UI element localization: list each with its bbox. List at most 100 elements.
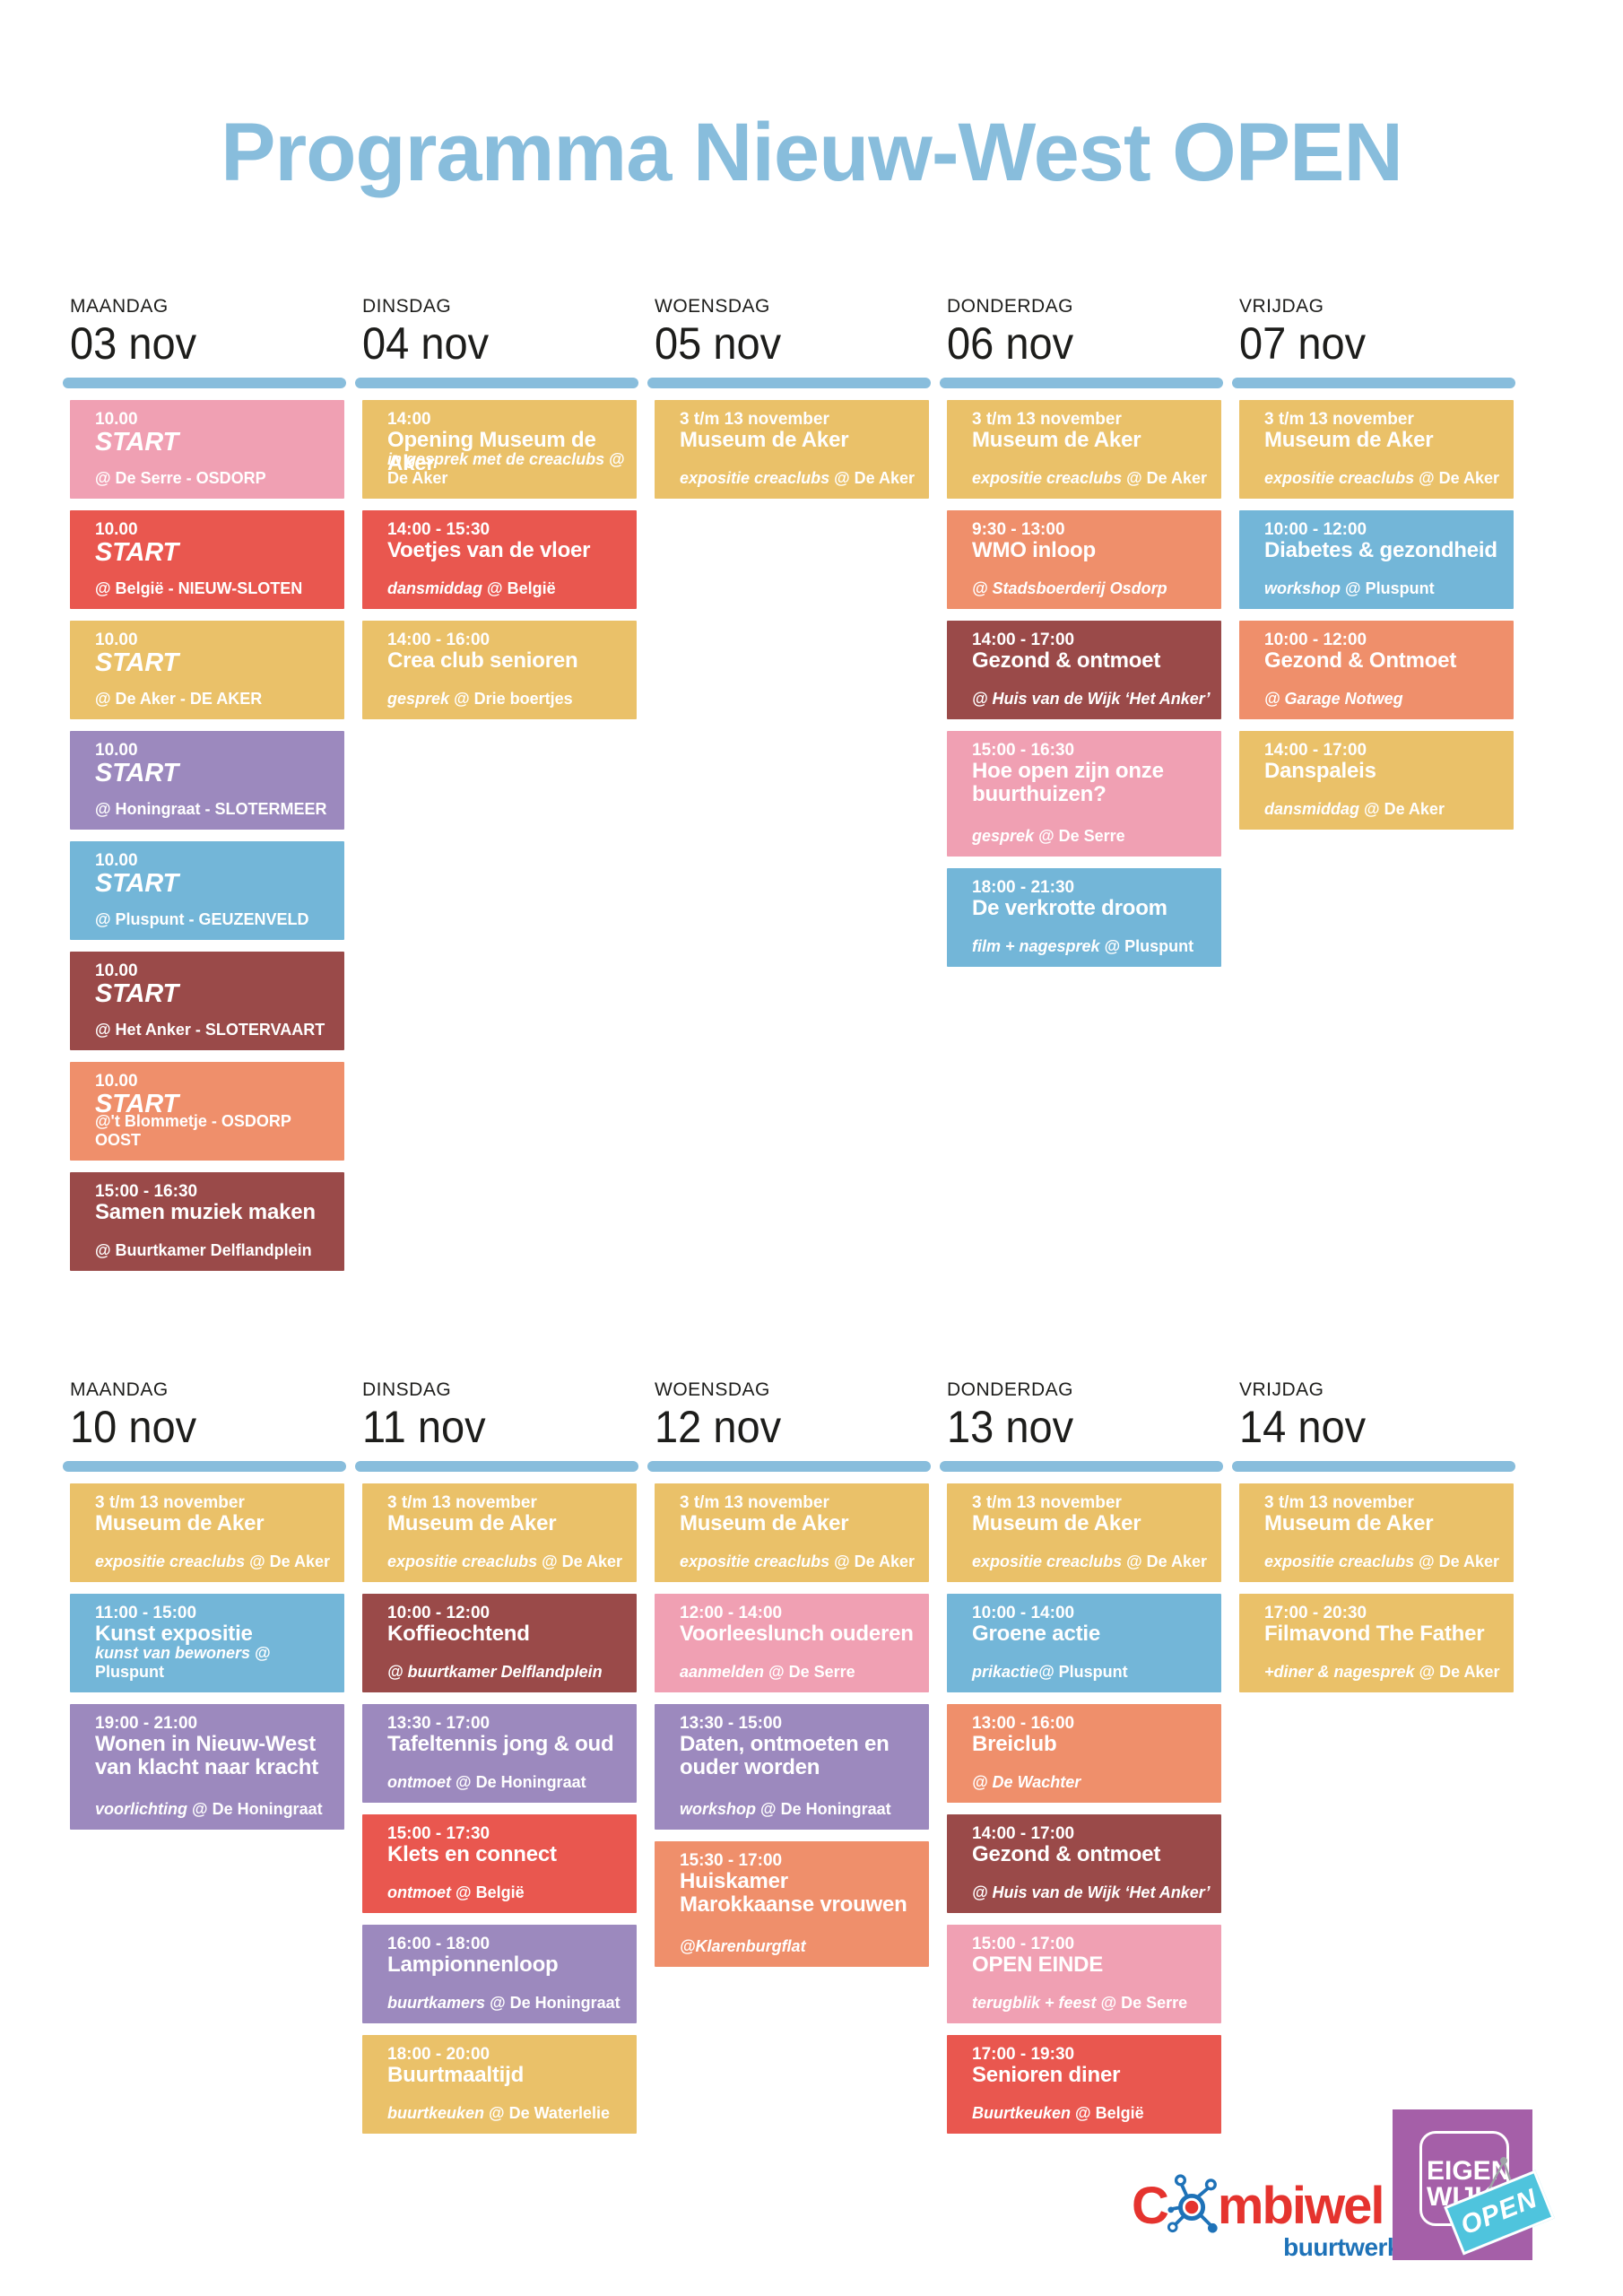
event-card: 3 t/m 13 november Museum de Aker expositie… [1239, 1483, 1514, 1582]
event-subtitle-type: gesprek [972, 827, 1035, 845]
day-column: DINSDAG 11 nov 3 t/m 13 november Museum de … [355, 1379, 638, 2134]
event-title: START [95, 538, 178, 567]
event-subtitle: @ Garage Notweg [1264, 690, 1503, 709]
event-title: Huiskamer Marokkaanse vrouwen [680, 1869, 907, 1917]
event-subtitle: @ De Wachter [972, 1773, 1211, 1792]
event-subtitle: expositie creaclubs @ De Aker [1264, 1552, 1503, 1571]
event-subtitle-type: film + nagesprek [972, 937, 1100, 955]
event-card: 3 t/m 13 november Museum de Aker expositie… [1239, 400, 1514, 499]
event-location: @ Pluspunt [1345, 579, 1435, 597]
event-location: @ De Aker [1364, 800, 1445, 818]
day-date: 05 nov [655, 318, 782, 369]
event-time: 17:00 - 20:30 [1264, 1604, 1367, 1622]
day-date: 03 nov [70, 318, 197, 369]
event-title: START [95, 428, 178, 457]
event-subtitle: terugblik + feest @ De Serre [972, 1994, 1211, 2013]
event-subtitle: @ Buurtkamer Delflandplein [95, 1241, 334, 1260]
event-title: Gezond & Ontmoet [1264, 648, 1457, 673]
event-subtitle-type: ontmoet [387, 1883, 451, 1901]
event-card: 10:00 - 14:00 Groene actie prikactie@ Plus… [947, 1594, 1221, 1692]
event-subtitle: in gesprek met de creaclubs @ De Aker [387, 450, 626, 488]
event-time: 14:00 - 17:00 [972, 1824, 1075, 1843]
event-subtitle: film + nagesprek @ Pluspunt [972, 937, 1211, 956]
event-subtitle: voorlichting @ De Honingraat [95, 1800, 334, 1819]
event-subtitle: expositie creaclubs @ De Aker [680, 469, 918, 488]
event-card: 13:00 - 16:00 Breiclub @ De Wachter [947, 1704, 1221, 1803]
day-name: MAANDAG [70, 1379, 169, 1400]
event-title: Opening Museum de Aker [387, 428, 596, 475]
event-card: 13:30 - 15:00 Daten, ontmoeten en ouder w… [655, 1704, 929, 1830]
event-location: @ België [1075, 2104, 1144, 2122]
day-name: WOENSDAG [655, 296, 770, 317]
event-title: Voetjes van de vloer [387, 538, 591, 562]
day-date: 10 nov [70, 1402, 197, 1452]
event-card: 10.00 START @ De Aker - DE AKER [70, 621, 344, 719]
day-name: VRIJDAG [1239, 1379, 1324, 1400]
event-card: 17:00 - 19:30 Senioren diner Buurtkeuken @… [947, 2035, 1221, 2134]
event-title: WMO inloop [972, 538, 1096, 562]
event-title: Lampionnenloop [387, 1952, 559, 1977]
event-card: 15:00 - 17:00 OPEN EINDE terugblik + feest… [947, 1925, 1221, 2023]
event-subtitle-type: @ Garage Notweg [1264, 690, 1403, 708]
event-location: @ De Aker [387, 450, 625, 487]
event-time: 3 t/m 13 november [387, 1493, 537, 1512]
event-card: 10.00 START @ Honingraat - SLOTERMEER [70, 731, 344, 830]
event-time: 14:00 - 15:30 [387, 520, 490, 539]
event-location: @ Pluspunt - GEUZENVELD [95, 910, 309, 928]
event-title: Senioren diner [972, 2063, 1121, 2087]
event-time: 18:00 - 21:30 [972, 878, 1075, 897]
event-subtitle-type: Buurtkeuken [972, 2104, 1072, 2122]
event-title: Voorleeslunch ouderen [680, 1622, 914, 1646]
event-time: 14:00 - 17:00 [972, 631, 1075, 649]
event-time: 9:30 - 13:00 [972, 520, 1065, 539]
day-date: 11 nov [362, 1402, 486, 1452]
event-location: @ De Serre [768, 1663, 855, 1681]
day-name: MAANDAG [70, 296, 169, 317]
day-underline-bar [940, 1461, 1223, 1472]
event-subtitle-type: workshop [1264, 579, 1341, 597]
event-card: 3 t/m 13 november Museum de Aker expositie… [947, 1483, 1221, 1582]
day-column: DINSDAG 04 nov 14:00 Opening Museum de Aker… [355, 296, 638, 1271]
event-time: 15:00 - 16:30 [972, 741, 1075, 760]
day-name: DINSDAG [362, 1379, 452, 1400]
event-title: Breiclub [972, 1732, 1057, 1756]
event-subtitle-type: terugblik + feest [972, 1994, 1097, 2012]
event-time: 3 t/m 13 november [680, 1493, 829, 1512]
week-row-2: MAANDAG 10 nov 3 t/m 13 november Museum de … [63, 1379, 1515, 2134]
event-title: Daten, ontmoeten en ouder worden [680, 1732, 890, 1779]
event-location: @ De Aker [542, 1552, 623, 1570]
event-location: @ De Honingraat [490, 1994, 621, 2012]
event-location: @'t Blommetje - OSDORP OOST [95, 1112, 291, 1149]
event-subtitle: Buurtkeuken @ België [972, 2104, 1211, 2123]
event-title: Museum de Aker [1264, 1511, 1434, 1535]
event-card: 16:00 - 18:00 Lampionnenloop buurtkamers @… [362, 1925, 637, 2023]
event-subtitle: dansmiddag @ België [387, 579, 626, 598]
event-subtitle: @ Stadsboerderij Osdorp [972, 579, 1211, 598]
day-name: DINSDAG [362, 296, 452, 317]
day-underline-bar [1232, 378, 1515, 388]
event-title: Museum de Aker [972, 1511, 1141, 1535]
event-card: 10.00 START @ Het Anker - SLOTERVAART [70, 952, 344, 1050]
event-subtitle: @ De Aker - DE AKER [95, 690, 334, 709]
event-subtitle-type: buurtkeuken [387, 2104, 485, 2122]
event-subtitle: kunst van bewoners @ Pluspunt [95, 1644, 334, 1682]
event-title: Museum de Aker [680, 428, 849, 452]
event-title: Diabetes & gezondheid [1264, 538, 1497, 562]
event-location: @ De Aker [1126, 469, 1208, 487]
event-card: 12:00 - 14:00 Voorleeslunch ouderen aanmel… [655, 1594, 929, 1692]
event-title: Museum de Aker [680, 1511, 849, 1535]
event-card: 15:00 - 16:30 Samen muziek maken @ Buurtka… [70, 1172, 344, 1271]
event-subtitle-type: prikactie@ [972, 1663, 1055, 1681]
event-subtitle: workshop @ De Honingraat [680, 1800, 918, 1819]
event-time: 10.00 [95, 741, 138, 760]
event-subtitle-type: in gesprek met de creaclubs [387, 450, 605, 468]
event-location: @ De Waterlelie [489, 2104, 610, 2122]
event-card: 10:00 - 12:00 Diabetes & gezondheid worksh… [1239, 510, 1514, 609]
event-location: @ De Honingraat [192, 1800, 323, 1818]
event-time: 15:00 - 17:00 [972, 1935, 1075, 1953]
event-subtitle-type: @ Stadsboerderij Osdorp [972, 579, 1167, 597]
page-title: Programma Nieuw-West OPEN [221, 107, 1403, 198]
event-subtitle-type: expositie creaclubs [972, 469, 1123, 487]
event-card: 15:00 - 16:30 Hoe open zijn onze buurthui… [947, 731, 1221, 857]
event-time: 10.00 [95, 410, 138, 429]
